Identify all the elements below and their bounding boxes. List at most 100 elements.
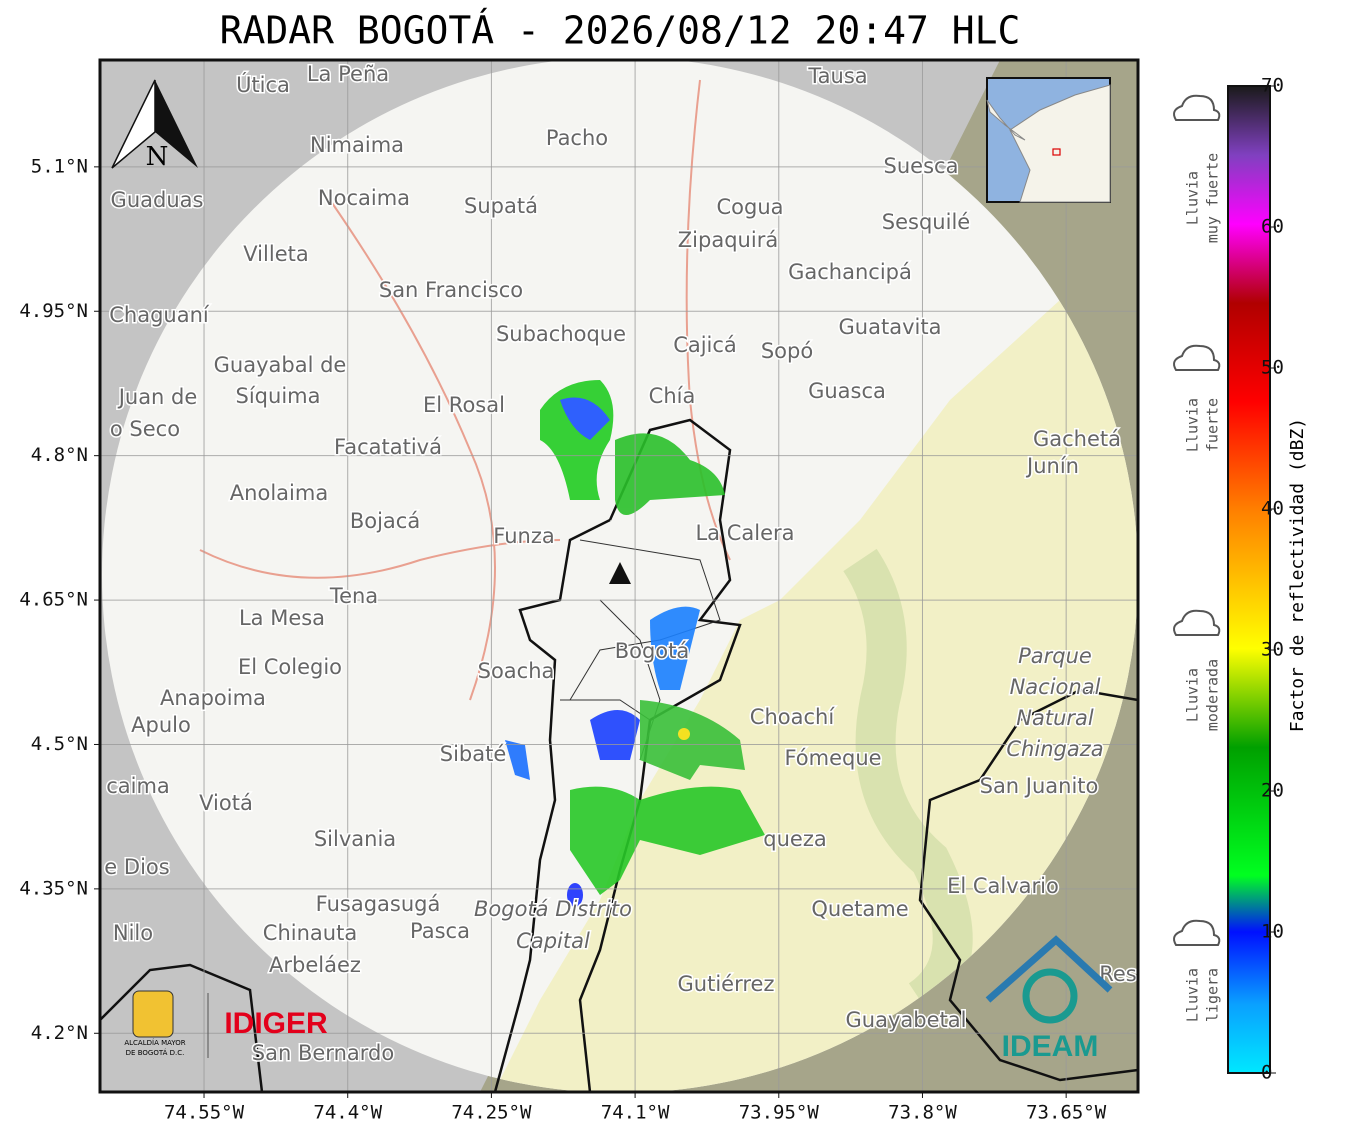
intensity-label: Lluvia [1184,668,1202,722]
x-tick-label: 74.55°W [164,1102,245,1124]
place-label: Chía [649,384,696,408]
place-label: Suesca [884,154,959,178]
place-label: Funza [493,524,554,548]
colorbar-tick-label: 0 [1261,1062,1272,1084]
place-label: Nilo [113,921,153,945]
intensity-label: moderada [1204,659,1222,731]
district-label: Capital [516,929,590,953]
place-label: Nimaima [310,133,404,157]
place-label: Gachetá [1033,427,1121,451]
park-label: Natural [1016,706,1094,730]
x-tick-label: 74.4°W [313,1102,382,1124]
inset-map [986,77,1111,203]
place-label: Juan de [117,385,198,409]
place-label: Choachí [750,705,836,729]
title: RADAR BOGOTÁ - 2026/08/12 20:47 HLC [220,9,1021,53]
place-label: Bojacá [350,509,420,533]
logo-idiger: IDIGER [224,1007,328,1040]
compass: N [111,79,198,172]
place-label: El Rosal [423,393,505,417]
colorbar-tick-label: 50 [1261,357,1284,379]
place-label: Sibaté [440,742,507,766]
place-label: La Mesa [239,606,325,630]
alcaldia-line: ALCALDÍA MAYOR [124,1038,185,1047]
place-label: o Seco [110,417,180,441]
place-label: Gutiérrez [678,972,775,996]
intensity-label: fuerte [1204,398,1222,452]
park-label: Nacional [1010,675,1101,699]
place-label: Cogua [716,195,783,219]
colorbar [1227,85,1271,1074]
place-label: queza [763,827,826,851]
colorbar-tick-label: 30 [1261,639,1284,661]
place-label: Guatavita [839,315,942,339]
weather-icon [1173,609,1221,636]
place-label: Cajicá [673,333,737,357]
place-label: Tena [329,584,378,608]
colorbar-tick-label: 10 [1261,921,1284,943]
place-label: Guaduas [111,188,204,212]
place-label: Anolaima [230,481,328,505]
place-label: Gachancipá [788,260,912,284]
place-label: Guayabal de [214,353,347,377]
y-tick-label: 4.95°N [19,300,88,322]
place-label: Villeta [243,242,308,266]
place-label: Arbeláez [269,953,361,977]
colorbar-tick-label: 70 [1261,75,1284,97]
alcaldia-line: DE BOGOTÁ D.C. [126,1048,185,1057]
place-label: Fusagasugá [316,892,441,916]
place-label: Útica [236,72,290,97]
place-label: San Bernardo [252,1041,394,1065]
y-tick-label: 4.35°N [19,877,88,899]
place-label: La Peña [307,62,389,86]
weather-icon [1173,94,1221,121]
y-tick-label: 5.1°N [31,155,88,177]
place-label: Pasca [410,919,470,943]
place-label: Guasca [808,379,886,403]
place-label: Chinauta [263,921,357,945]
place-label: Bogotá [615,639,690,663]
intensity-label: Lluvia [1184,968,1202,1022]
place-label: Zipaquirá [678,228,778,252]
map: La Peña Útica Tausa Pacho Nimaima Suesca Guadu… [100,60,1138,1092]
place-label: Sesquilé [882,210,970,234]
y-tick-label: 4.8°N [31,444,88,466]
place-label: San Juanito [980,774,1099,798]
y-tick-label: 4.2°N [31,1022,88,1044]
x-tick-label: 74.1°W [601,1102,670,1124]
colorbar-tick-label: 40 [1261,498,1284,520]
place-label: Síquima [236,384,321,408]
colorbar-tick-label: 20 [1261,780,1284,802]
radar-echoes [505,380,765,907]
place-label: Nocaima [318,186,410,210]
x-tick-label: 73.8°W [888,1102,957,1124]
place-label: Pacho [546,126,608,150]
place-label: caima [106,774,170,798]
place-label: La Calera [695,521,794,545]
place-label: e Dios [104,855,169,879]
logo-alcaldia: ALCALDÍA MAYOR DE BOGOTÁ D.C. IDIGER [124,990,328,1058]
place-label: Viotá [199,791,253,815]
colorbar-tick-label: 60 [1261,216,1284,238]
radar-site [609,562,631,584]
place-label: Fómeque [784,746,881,770]
place-label: Guayabetal [846,1008,967,1032]
park-label: Chingaza [1006,737,1103,761]
place-label: Quetame [811,897,908,921]
place-label: Chaguaní [109,303,210,327]
x-tick-label: 73.65°W [1026,1102,1107,1124]
logo-ideam: IDEAM [985,935,1113,1063]
weather-icon [1173,919,1221,946]
place-label: Silvania [314,827,396,851]
place-label: Facatativá [334,435,442,459]
intensity-label: Lluvia [1184,171,1202,225]
intensity-label: Lluvia [1184,398,1202,452]
compass-n: N [146,142,169,172]
place-label: Soacha [478,659,555,683]
place-label: Sopó [761,339,813,363]
place-label: Anapoima [160,686,266,710]
place-label: El Calvario [947,874,1059,898]
intensity-label: ligera [1204,968,1222,1022]
district-label: Bogotá Distrito [474,897,632,921]
